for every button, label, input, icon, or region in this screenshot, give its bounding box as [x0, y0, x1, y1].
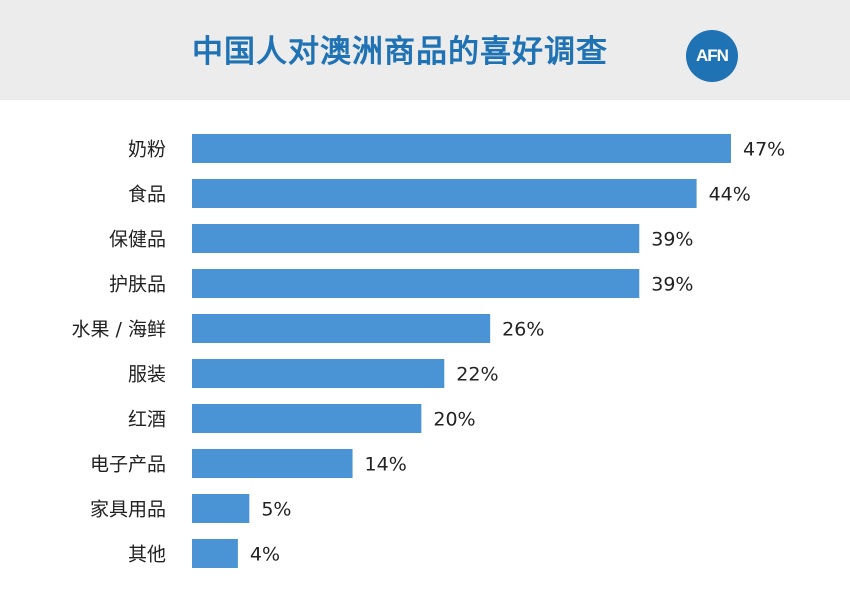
bar — [192, 539, 238, 568]
category-label: 食品 — [128, 184, 166, 206]
value-label: 4% — [250, 544, 280, 566]
bar — [192, 494, 250, 523]
chart-header: 中国人对澳洲商品的喜好调查 AFN — [0, 0, 850, 100]
category-label: 保健品 — [109, 229, 166, 251]
category-label: 水果 / 海鲜 — [72, 319, 166, 341]
category-label: 奶粉 — [128, 139, 166, 161]
value-label: 22% — [456, 364, 498, 386]
bar — [192, 179, 697, 208]
value-label: 14% — [365, 454, 407, 476]
category-label: 红酒 — [128, 409, 166, 431]
bar — [192, 404, 422, 433]
category-label: 家具用品 — [90, 499, 166, 521]
value-label: 20% — [433, 409, 475, 431]
afn-logo: AFN — [686, 30, 738, 82]
bar — [192, 224, 640, 253]
category-label: 其他 — [128, 544, 166, 566]
value-label: 39% — [651, 229, 693, 251]
chart-title: 中国人对澳洲商品的喜好调查 — [192, 34, 608, 70]
bar — [192, 314, 491, 343]
bar — [192, 134, 731, 163]
category-label: 服装 — [128, 364, 166, 386]
value-label: 44% — [709, 184, 751, 206]
value-label: 39% — [651, 274, 693, 296]
bar — [192, 359, 445, 388]
value-label: 5% — [261, 499, 291, 521]
bar — [192, 269, 640, 298]
value-label: 26% — [502, 319, 544, 341]
category-label: 护肤品 — [109, 274, 166, 296]
bar — [192, 449, 353, 478]
category-label: 电子产品 — [90, 454, 166, 476]
value-label: 47% — [743, 139, 785, 161]
